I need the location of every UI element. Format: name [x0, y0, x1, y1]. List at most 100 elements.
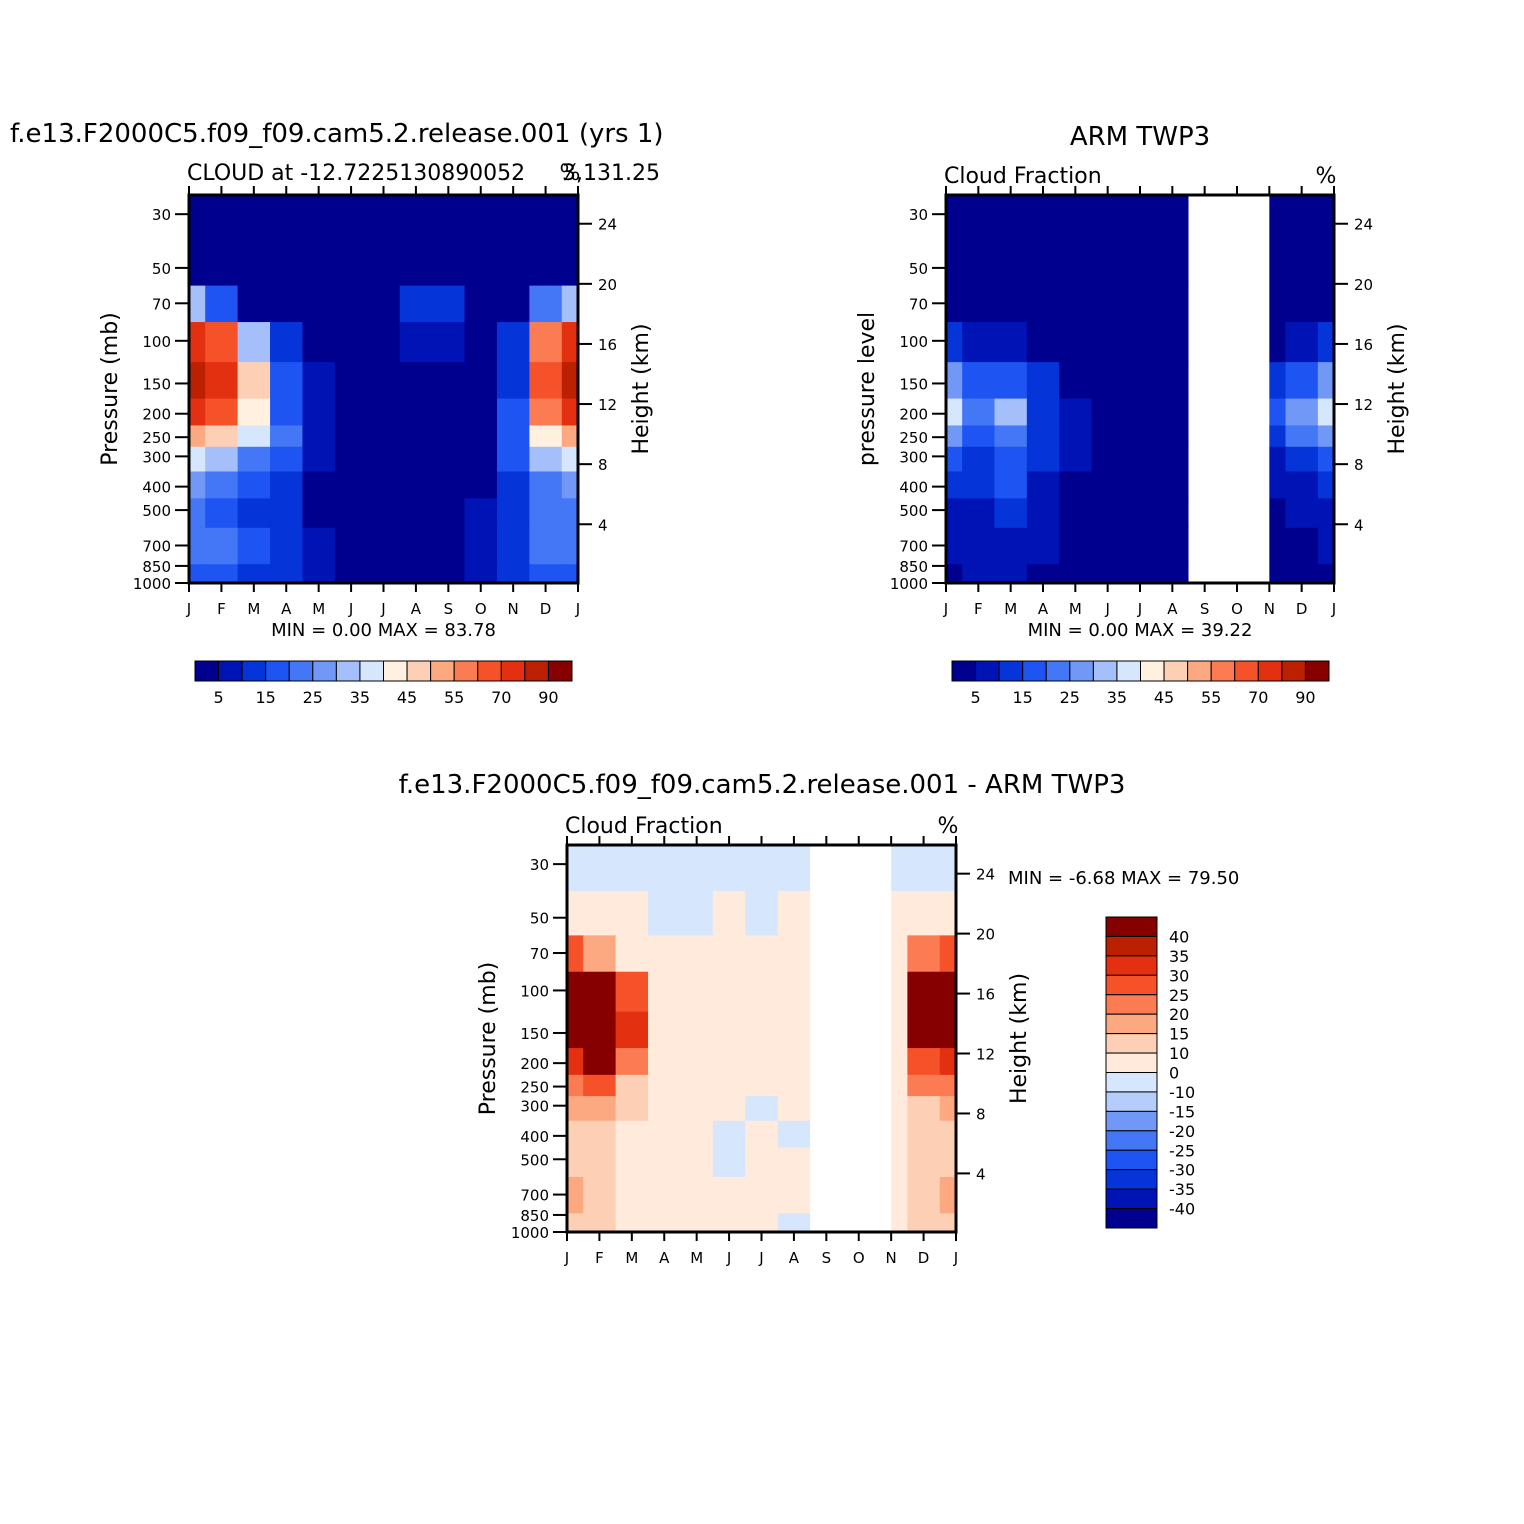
x-tick-label: J [1104, 600, 1109, 618]
colorbar-box [218, 660, 243, 682]
heatmap-cell [1059, 241, 1093, 287]
heatmap-cell [189, 362, 206, 400]
x-tick-label: M [625, 1249, 638, 1267]
colorbar-box [335, 660, 361, 682]
heatmap-cell [1026, 322, 1060, 363]
heatmap-cell [334, 564, 368, 584]
heatmap-cell [270, 498, 304, 529]
heatmap-cell [561, 204, 579, 242]
heatmap-cell [712, 845, 746, 856]
heatmap-cell [189, 564, 206, 584]
x-tick-label: M [312, 600, 325, 618]
x-tick-label: J [564, 1249, 569, 1267]
heatmap-cell [962, 241, 996, 287]
heatmap-cell [962, 446, 996, 473]
heatmap-cell [567, 1096, 584, 1122]
heatmap-cell [1156, 241, 1190, 287]
colorbar-box [1105, 994, 1158, 1015]
heatmap-cell [496, 204, 530, 242]
y-right-tick-label: 24 [598, 216, 617, 234]
heatmap-cell [270, 241, 304, 287]
heatmap-cell [745, 971, 779, 1013]
heatmap-cell [1123, 241, 1157, 287]
colorbar-box [1257, 660, 1283, 682]
x-tick-label: J [1137, 600, 1142, 618]
heatmap-cell [648, 1048, 682, 1076]
heatmap-cell [561, 285, 579, 323]
heatmap-cell [1123, 398, 1157, 427]
heatmap-cell [529, 204, 563, 242]
heatmap-cell [1123, 527, 1157, 565]
heatmap-cell [583, 1011, 617, 1049]
heatmap-cell [712, 1011, 746, 1049]
heatmap-cell [777, 1176, 811, 1214]
heatmap-cell [1156, 498, 1190, 529]
heatmap-cell [432, 527, 466, 565]
colorbar-box [1105, 974, 1158, 996]
heatmap-cell [946, 195, 963, 206]
y-tick-label: 150 [142, 375, 171, 393]
heatmap-cell [648, 1074, 682, 1097]
heatmap-cell [962, 362, 996, 400]
colorbar-box [975, 660, 1000, 682]
heatmap-cell [399, 398, 433, 427]
heatmap-cell [1317, 527, 1335, 565]
heatmap-cell [1253, 195, 1287, 206]
y-right-tick-label: 12 [598, 396, 617, 414]
colorbar-label: -40 [1169, 1200, 1195, 1219]
heatmap-cell [1059, 498, 1093, 529]
heatmap-cell [712, 890, 746, 936]
heatmap-cell [464, 564, 498, 584]
heatmap-cell [907, 1048, 941, 1076]
heatmap-cell [399, 498, 433, 529]
colorbar-box [453, 660, 479, 682]
heatmap-cell [334, 425, 368, 448]
heatmap-cell [994, 195, 1028, 206]
heatmap-cell [432, 471, 466, 499]
heatmap-cell [994, 564, 1028, 584]
heatmap-cell [1317, 362, 1335, 400]
heatmap-cell [529, 527, 563, 565]
colorbar-label: 15 [256, 688, 276, 707]
heatmap-cell [1317, 446, 1335, 473]
heatmap-cell [367, 322, 401, 363]
y-tick-label: 70 [152, 295, 171, 313]
heatmap-cell [567, 890, 584, 936]
heatmap-cell [615, 1048, 649, 1076]
heatmap-cell [189, 425, 206, 448]
heatmap-cell [1091, 564, 1125, 584]
heatmap-cell [464, 362, 498, 400]
x-tick-label: M [1004, 600, 1017, 618]
x-tick-label: S [444, 600, 454, 618]
heatmap-cell [189, 498, 206, 529]
heatmap-cell [189, 322, 206, 363]
heatmap-cell [745, 854, 779, 892]
colorbar-box [1234, 660, 1259, 682]
heatmap-cell [1317, 398, 1335, 427]
heatmap-cell [567, 1120, 584, 1149]
heatmap-cell [561, 241, 579, 287]
y-tick-label: 50 [909, 260, 928, 278]
heatmap-cell [496, 498, 530, 529]
heatmap-cell [939, 1120, 957, 1149]
y-tick-label: 500 [899, 502, 928, 520]
heatmap-cell [946, 527, 963, 565]
heatmap-cell [777, 1011, 811, 1049]
heatmap-cell [994, 285, 1028, 323]
x-tick-label: J [348, 600, 353, 618]
heatmap-cell [302, 285, 336, 323]
heatmap-cell [1059, 564, 1093, 584]
chart-title: ARM TWP3 [1070, 122, 1210, 152]
heatmap-cell [189, 398, 206, 427]
heatmap-cell [777, 1147, 811, 1178]
y-tick-label: 1000 [133, 575, 171, 593]
heatmap-cell [1123, 425, 1157, 448]
colorbar-box [383, 660, 408, 682]
heatmap-cell [270, 204, 304, 242]
y-right-tick-label: 4 [976, 1165, 986, 1183]
y-tick-label: 850 [520, 1207, 549, 1225]
x-tick-label: M [247, 600, 260, 618]
heatmap-cell [270, 564, 304, 584]
